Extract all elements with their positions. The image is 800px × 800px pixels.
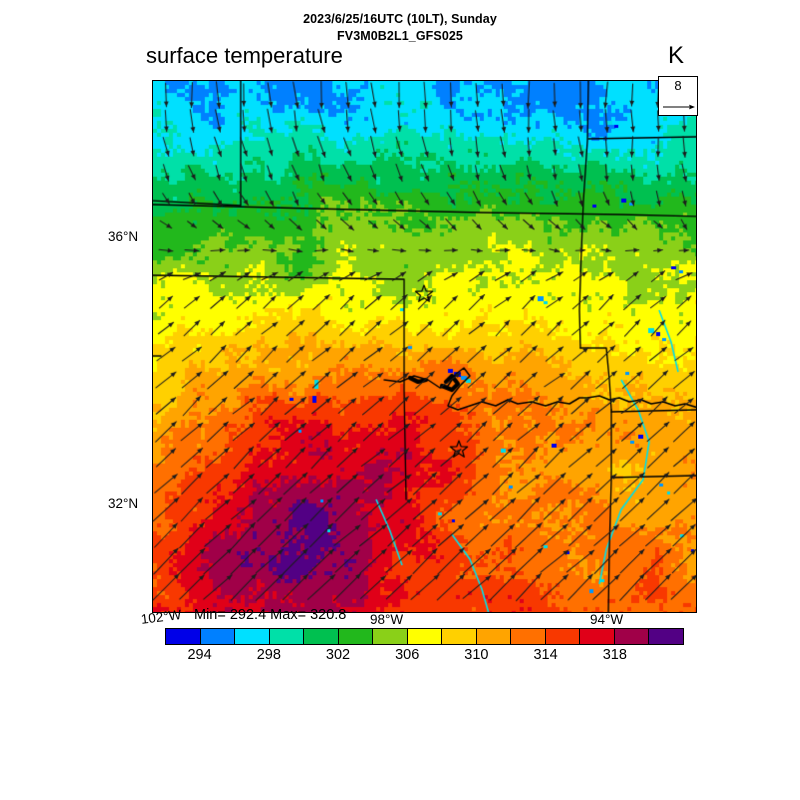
- lat-tick-36n: 36°N: [108, 229, 139, 244]
- title-datetime: 2023/6/25/16UTC (10LT), Sunday: [303, 12, 497, 26]
- colorbar-cell: [580, 629, 615, 644]
- unit-label: K: [668, 42, 685, 69]
- arrow-right-icon: [663, 104, 695, 110]
- colorbar-cell: [373, 629, 408, 644]
- colorbar-tick-label: 302: [325, 647, 351, 663]
- colorbar-cell: [304, 629, 339, 644]
- lon-tick-102w: 102°W: [140, 607, 183, 627]
- colorbar-cell: [614, 629, 650, 644]
- colorbar-cell: [649, 629, 683, 644]
- colorbar-cell: [269, 629, 305, 644]
- colorbar-cell: [338, 629, 374, 644]
- colorbar-cell: [235, 629, 270, 644]
- colorbar-cell: [511, 629, 546, 644]
- colorbar-tick-labels: 294 298 302 306 310 314 318: [165, 647, 684, 665]
- wind-legend-value: 8: [674, 78, 682, 93]
- colorbar-tick-label: 318: [602, 647, 627, 663]
- colorbar[interactable]: [165, 628, 684, 645]
- lon-tick-98w: 98°W: [370, 612, 404, 627]
- minmax-statistics: Min= 292.4 Max= 320.8: [194, 607, 347, 623]
- lat-tick-32n: 32°N: [108, 496, 139, 511]
- colorbar-cell: [166, 629, 201, 644]
- colorbar-cells: [165, 628, 684, 645]
- map-plot-area[interactable]: [152, 80, 697, 613]
- colorbar-cell: [476, 629, 512, 644]
- colorbar-cell: [442, 629, 477, 644]
- lon-tick-94w: 94°W: [590, 612, 624, 627]
- title-model: FV3M0B2L1_GFS025: [337, 29, 463, 43]
- colorbar-tick-label: 294: [187, 647, 212, 663]
- colorbar-cell: [407, 629, 443, 644]
- colorbar-tick-label: 314: [533, 647, 558, 663]
- colorbar-cell: [545, 629, 581, 644]
- temperature-heatmap-canvas: [153, 81, 696, 612]
- colorbar-cell: [200, 629, 236, 644]
- colorbar-tick-label: 298: [256, 647, 281, 663]
- colorbar-tick-label: 310: [464, 647, 489, 663]
- field-title: surface temperature: [146, 43, 343, 68]
- colorbar-tick-label: 306: [395, 647, 420, 663]
- wind-vector-legend: 8: [658, 76, 698, 116]
